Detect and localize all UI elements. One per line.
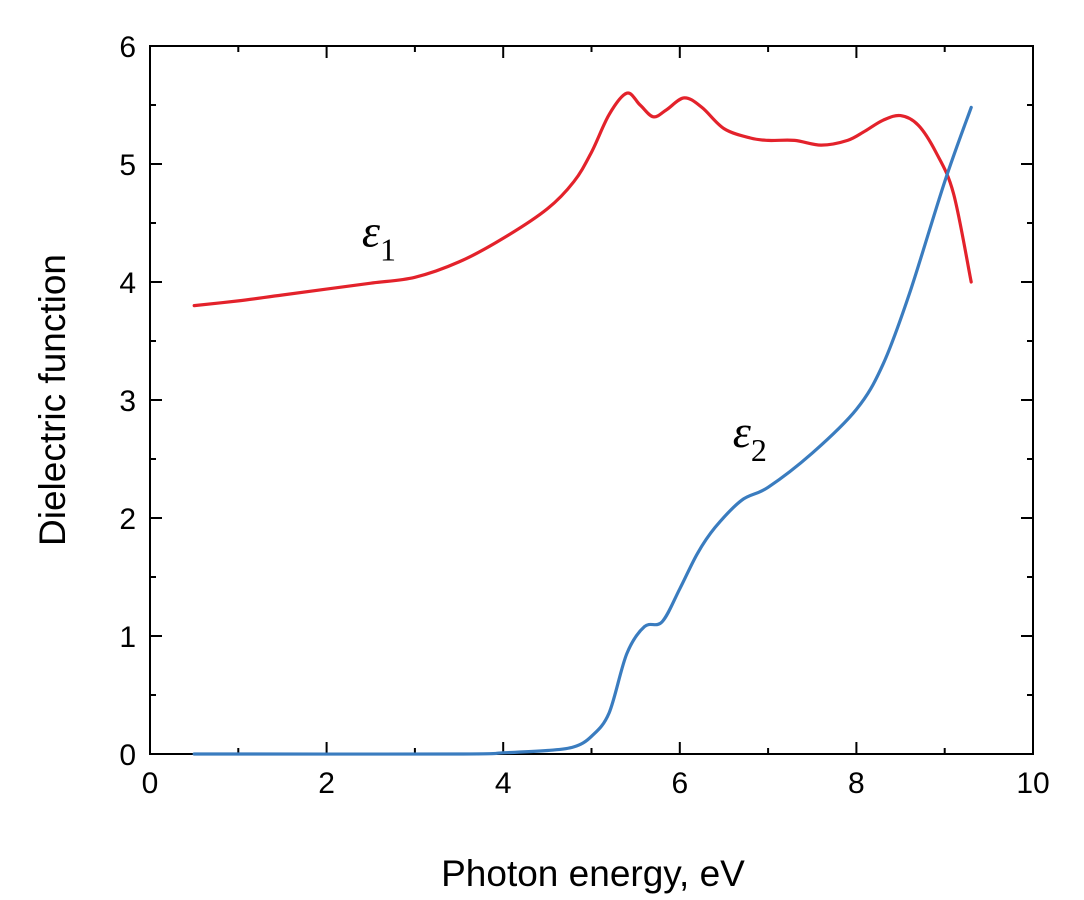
y-tick-label: 1 [119, 621, 136, 654]
series-label-eps2: ε2 [733, 406, 767, 468]
y-tick-label: 0 [119, 739, 136, 772]
y-axis-title: Dielectric function [32, 254, 73, 546]
x-tick-label: 10 [1016, 767, 1049, 800]
x-tick-label: 6 [671, 767, 688, 800]
x-axis-title: Photon energy, eV [441, 853, 745, 894]
x-tick-label: 2 [318, 767, 335, 800]
x-tick-label: 8 [848, 767, 865, 800]
y-tick-label: 2 [119, 503, 136, 536]
series-line-eps1 [192, 91, 973, 308]
series-line-eps2 [192, 105, 973, 756]
y-tick-label: 4 [119, 267, 136, 300]
y-tick-label: 6 [119, 31, 136, 64]
series-label-eps1: ε1 [362, 206, 396, 268]
y-tick-label: 3 [119, 385, 136, 418]
x-tick-label: 0 [142, 767, 159, 800]
y-tick-label: 5 [119, 149, 136, 182]
x-tick-label: 4 [495, 767, 512, 800]
